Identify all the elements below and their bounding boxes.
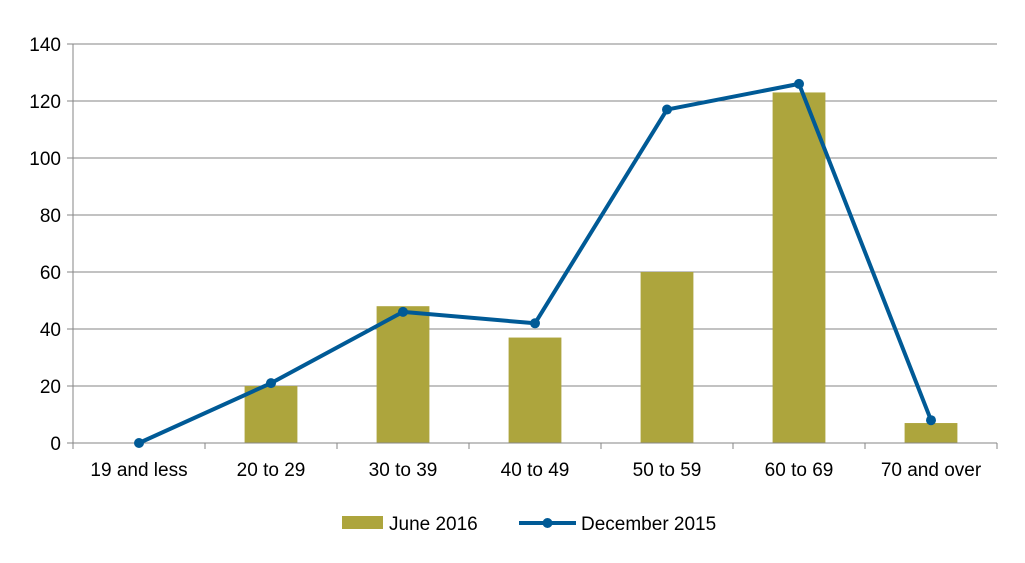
legend-item-bar: June 2016 [342,514,478,535]
line-point [134,438,144,448]
legend-label-line: December 2015 [581,514,716,535]
bar [244,386,298,443]
line-point [530,318,540,329]
legend-label-bar: June 2016 [389,514,478,535]
y-tick-label: 0 [50,434,61,455]
line-point [398,306,408,317]
x-tick-label: 30 to 39 [369,460,438,481]
y-axis-tick-labels: 0 20 40 60 80 100 120 140 [29,35,61,455]
y-tick-label: 80 [40,206,61,227]
legend: June 2016 December 2015 [342,514,716,535]
y-tick-label: 140 [29,35,61,56]
line-point [794,78,804,89]
x-tick-label: 70 and over [881,460,982,481]
bar [640,272,694,443]
axes [67,43,998,449]
y-tick-label: 60 [40,263,61,284]
bar [904,423,958,443]
gridlines [73,43,997,387]
x-tick-label: 60 to 69 [765,460,834,481]
y-tick-label: 20 [40,377,61,398]
line-point [266,378,276,389]
line-point [926,415,936,426]
y-tick-label: 100 [29,149,61,170]
x-tick-label: 20 to 29 [237,460,306,481]
bar-series [244,92,958,443]
bar [508,337,562,443]
x-axis-tick-labels: 19 and less 20 to 29 30 to 39 40 to 49 50 to… [90,460,981,481]
x-tick-label: 19 and less [90,460,187,481]
y-tick-label: 120 [29,92,61,113]
legend-swatch-bar [342,516,383,529]
y-tick-label: 40 [40,320,61,341]
x-tick-label: 40 to 49 [501,460,570,481]
x-tick-label: 50 to 59 [633,460,702,481]
legend-item-line: December 2015 [519,514,716,535]
bar [376,306,430,443]
bar [772,92,826,443]
line-point [662,104,672,115]
legend-swatch-marker [542,518,553,528]
line-series [134,78,936,448]
